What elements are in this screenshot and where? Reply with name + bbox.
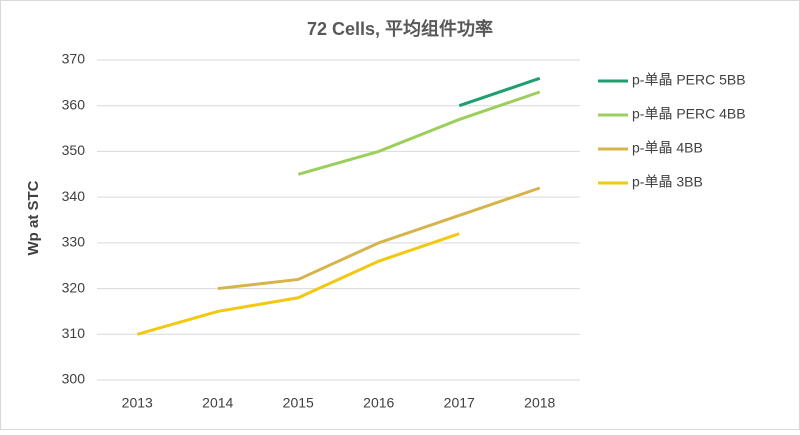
y-tick-label: 320 — [62, 279, 86, 295]
series-line — [297, 90, 541, 176]
legend-label: p-单晶 3BB — [632, 174, 703, 190]
y-tick-label: 360 — [62, 96, 86, 112]
y-tick-label: 310 — [62, 325, 86, 341]
x-tick-label: 2013 — [122, 395, 153, 411]
y-tick-label: 340 — [62, 188, 86, 204]
legend-label: p-单晶 PERC 4BB — [632, 106, 746, 122]
x-tick-label: 2016 — [363, 395, 394, 411]
series-line — [458, 76, 541, 108]
y-tick-label: 300 — [62, 371, 86, 387]
legend-label: p-单晶 4BB — [632, 140, 703, 156]
x-tick-label: 2014 — [202, 395, 233, 411]
y-axis-label: Wp at STC — [25, 180, 42, 255]
x-tick-label: 2017 — [444, 395, 475, 411]
series-line — [136, 232, 460, 336]
chart-title: 72 Cells, 平均组件功率 — [307, 18, 493, 39]
y-tick-label: 330 — [62, 234, 86, 250]
x-tick-label: 2015 — [283, 395, 314, 411]
y-tick-label: 350 — [62, 142, 86, 158]
x-tick-label: 2018 — [524, 395, 555, 411]
legend-label: p-单晶 PERC 5BB — [632, 72, 746, 88]
y-tick-label: 370 — [62, 51, 86, 67]
series-line — [217, 186, 541, 291]
